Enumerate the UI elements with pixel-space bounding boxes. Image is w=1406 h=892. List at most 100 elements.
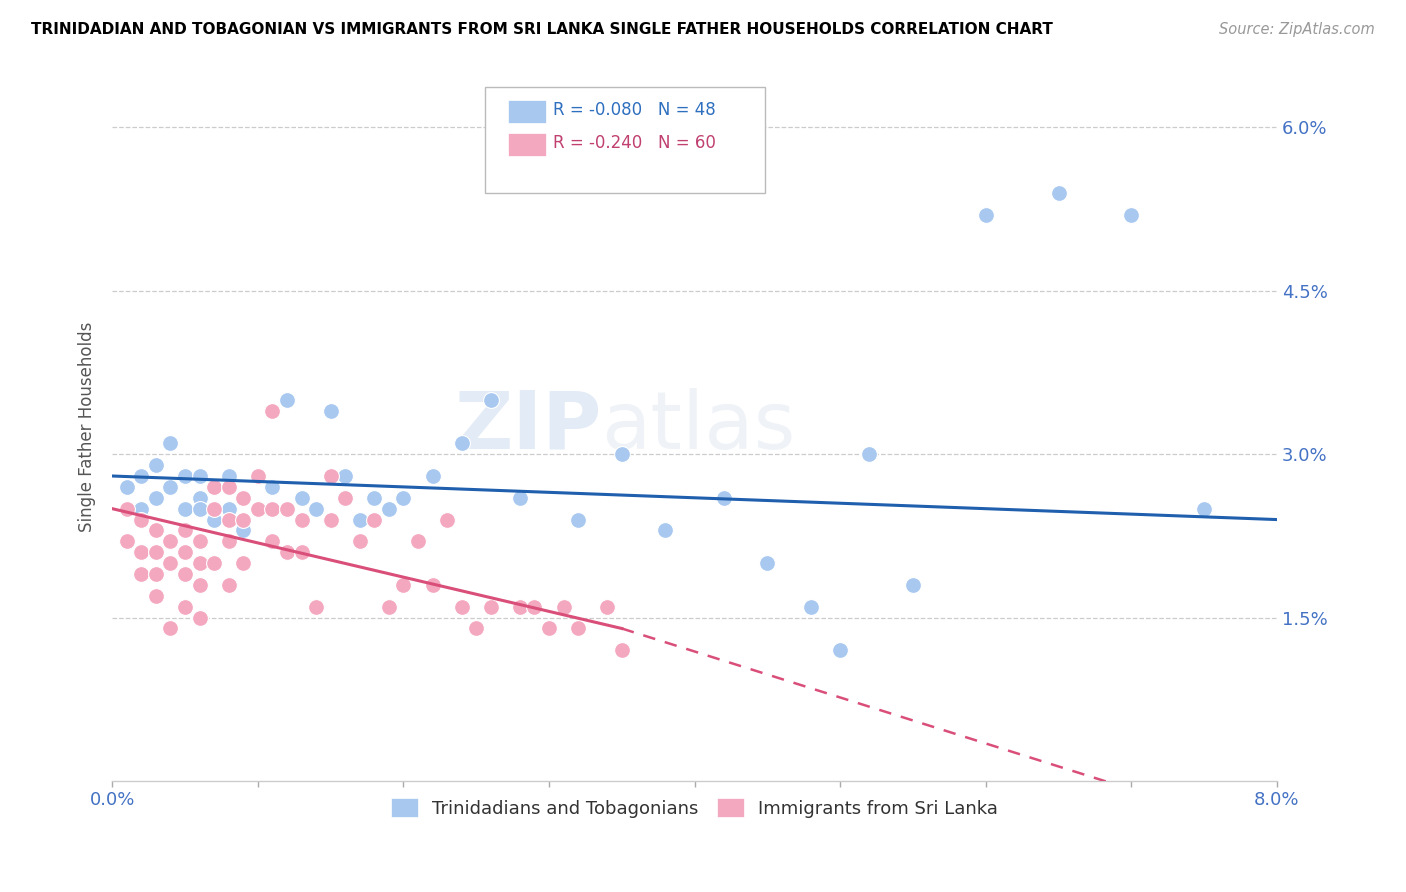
Point: [159, 480, 181, 494]
Point: [145, 589, 167, 603]
Point: [246, 501, 269, 516]
Text: Source: ZipAtlas.com: Source: ZipAtlas.com: [1219, 22, 1375, 37]
Point: [537, 622, 560, 636]
Point: [392, 578, 415, 592]
Y-axis label: Single Father Households: Single Father Households: [79, 322, 96, 533]
Point: [974, 208, 997, 222]
Point: [335, 469, 357, 483]
Text: R = -0.240   N = 60: R = -0.240 N = 60: [553, 134, 716, 152]
Point: [145, 524, 167, 538]
Point: [145, 458, 167, 472]
Point: [1192, 501, 1215, 516]
Point: [596, 599, 619, 614]
Point: [262, 480, 284, 494]
Point: [378, 501, 401, 516]
Point: [202, 512, 225, 526]
FancyBboxPatch shape: [508, 133, 546, 156]
Point: [174, 524, 197, 538]
Point: [145, 491, 167, 505]
Point: [901, 578, 924, 592]
Point: [218, 512, 240, 526]
Point: [174, 599, 197, 614]
Point: [363, 512, 385, 526]
Point: [232, 524, 254, 538]
Point: [188, 610, 211, 624]
Point: [450, 436, 472, 450]
Point: [465, 622, 488, 636]
Point: [188, 578, 211, 592]
Point: [188, 501, 211, 516]
Point: [523, 599, 546, 614]
Point: [188, 469, 211, 483]
Point: [276, 501, 298, 516]
Point: [115, 501, 138, 516]
Point: [145, 567, 167, 582]
Point: [335, 491, 357, 505]
Point: [262, 534, 284, 549]
Point: [378, 599, 401, 614]
Point: [553, 599, 575, 614]
Point: [232, 491, 254, 505]
Point: [246, 469, 269, 483]
Point: [131, 567, 153, 582]
Point: [422, 469, 444, 483]
Point: [232, 556, 254, 570]
FancyBboxPatch shape: [485, 87, 765, 194]
Point: [422, 578, 444, 592]
Point: [218, 469, 240, 483]
Point: [392, 491, 415, 505]
Point: [858, 447, 880, 461]
Point: [218, 501, 240, 516]
Point: [567, 622, 589, 636]
Point: [159, 556, 181, 570]
Point: [800, 599, 823, 614]
Point: [262, 501, 284, 516]
Text: ZIP: ZIP: [454, 388, 602, 466]
Point: [202, 556, 225, 570]
Point: [145, 545, 167, 559]
Point: [567, 512, 589, 526]
Point: [218, 534, 240, 549]
Point: [131, 469, 153, 483]
Legend: Trinidadians and Tobagonians, Immigrants from Sri Lanka: Trinidadians and Tobagonians, Immigrants…: [384, 791, 1005, 825]
Point: [276, 545, 298, 559]
Point: [131, 501, 153, 516]
Point: [188, 534, 211, 549]
Point: [450, 599, 472, 614]
Point: [174, 501, 197, 516]
Point: [188, 491, 211, 505]
Point: [232, 512, 254, 526]
Text: atlas: atlas: [602, 388, 796, 466]
Point: [479, 392, 502, 407]
Point: [290, 545, 312, 559]
Point: [1121, 208, 1143, 222]
Point: [174, 545, 197, 559]
Point: [335, 491, 357, 505]
Point: [115, 480, 138, 494]
Point: [290, 512, 312, 526]
Point: [436, 512, 458, 526]
Point: [756, 556, 779, 570]
Point: [713, 491, 735, 505]
Point: [218, 480, 240, 494]
Point: [349, 512, 371, 526]
FancyBboxPatch shape: [508, 100, 546, 122]
Point: [509, 491, 531, 505]
Point: [159, 622, 181, 636]
Point: [319, 512, 342, 526]
Text: TRINIDADIAN AND TOBAGONIAN VS IMMIGRANTS FROM SRI LANKA SINGLE FATHER HOUSEHOLDS: TRINIDADIAN AND TOBAGONIAN VS IMMIGRANTS…: [31, 22, 1053, 37]
Point: [202, 501, 225, 516]
Point: [319, 403, 342, 417]
Point: [232, 491, 254, 505]
Point: [305, 599, 328, 614]
Point: [349, 534, 371, 549]
Point: [115, 534, 138, 549]
Point: [188, 556, 211, 570]
Point: [610, 643, 633, 657]
Point: [406, 534, 429, 549]
Point: [319, 469, 342, 483]
Point: [276, 392, 298, 407]
Point: [509, 599, 531, 614]
Point: [246, 501, 269, 516]
Point: [830, 643, 852, 657]
